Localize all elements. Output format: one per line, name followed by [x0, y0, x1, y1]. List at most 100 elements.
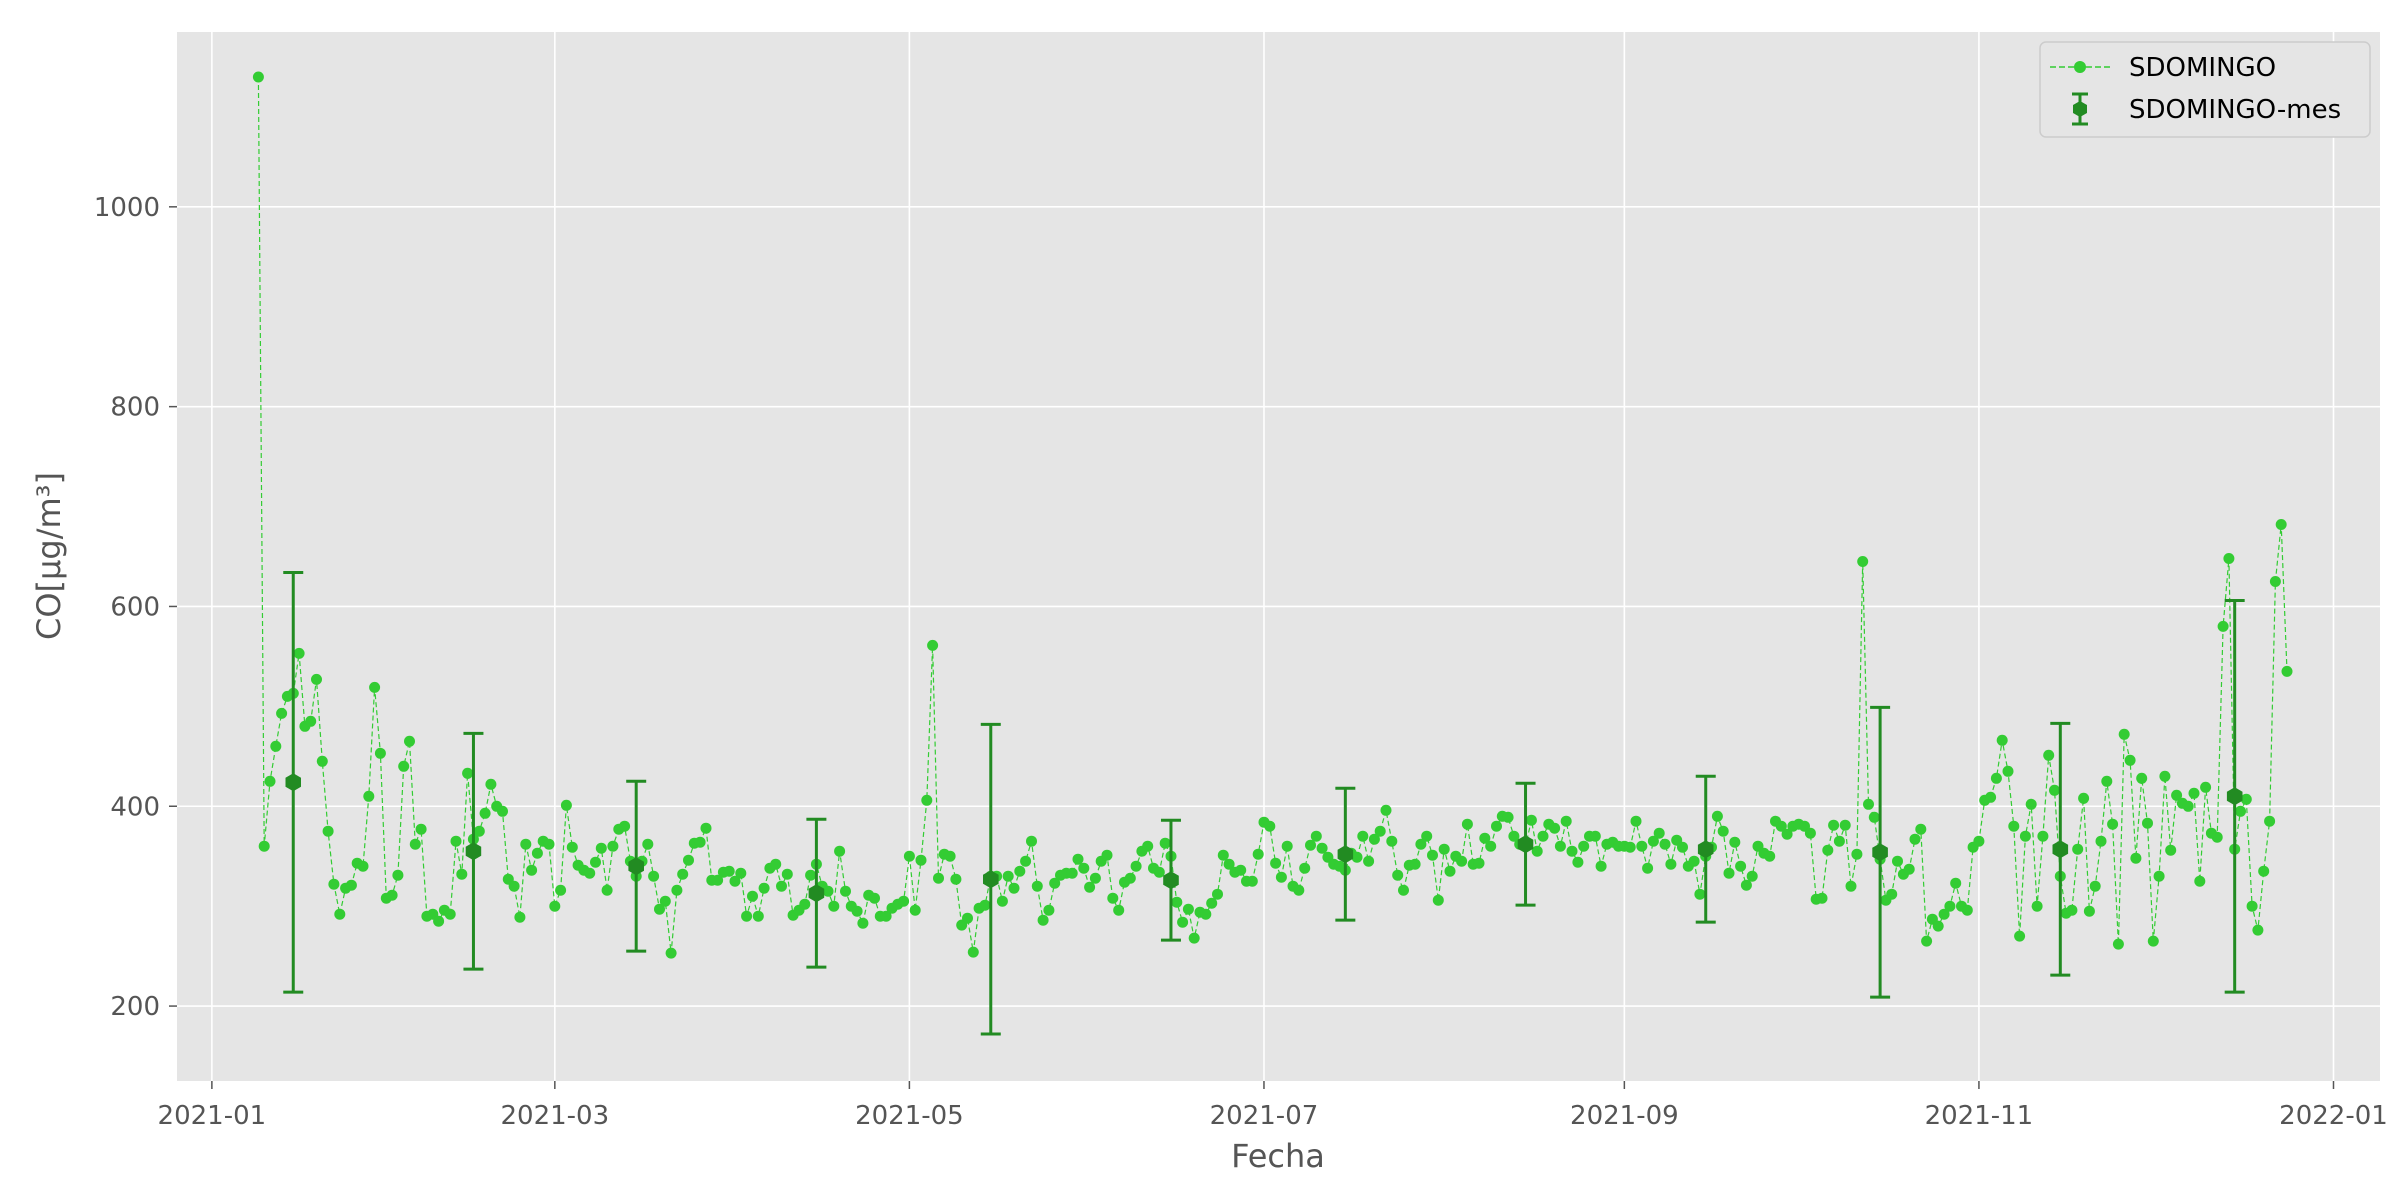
daily-point [1909, 833, 1921, 845]
daily-point [1572, 856, 1584, 868]
monthly-series [283, 570, 2245, 1036]
daily-point [1659, 838, 1671, 850]
daily-point [1014, 865, 1026, 877]
daily-point [1456, 855, 1468, 867]
daily-point [1723, 867, 1735, 879]
daily-point [601, 884, 613, 896]
daily-point [2136, 772, 2148, 784]
daily-point [1305, 839, 1316, 851]
daily-point [1950, 877, 1962, 889]
daily-point [357, 860, 369, 872]
daily-point [1578, 840, 1590, 852]
daily-point [1444, 865, 1456, 877]
daily-point [1398, 884, 1409, 896]
daily-point [700, 822, 712, 834]
daily-point [619, 820, 631, 832]
daily-point [1863, 798, 1874, 810]
daily-point [927, 639, 939, 651]
x-tick-label: 2021-03 [501, 1101, 610, 1131]
daily-point [1066, 867, 1078, 879]
y-tick-label: 400 [110, 792, 160, 822]
daily-point [1729, 836, 1741, 848]
daily-point [1595, 860, 1607, 872]
daily-point [2002, 765, 2014, 777]
daily-point [2281, 665, 2293, 677]
daily-point [508, 880, 520, 892]
daily-point [1938, 908, 1950, 920]
daily-point [1264, 820, 1276, 832]
daily-point [566, 841, 578, 853]
daily-point [1781, 828, 1793, 840]
daily-point [1206, 897, 1218, 909]
daily-point [1037, 914, 1049, 926]
daily-point [462, 767, 474, 779]
daily-point [2171, 789, 2183, 801]
daily-point [433, 915, 445, 927]
daily-point [665, 947, 677, 959]
daily-point [1438, 843, 1450, 855]
daily-point [607, 840, 619, 852]
daily-point [944, 850, 956, 862]
daily-point [316, 755, 328, 767]
daily-point [2072, 843, 2084, 855]
daily-point [1502, 811, 1514, 823]
daily-point [1177, 916, 1189, 928]
daily-point [1973, 835, 1985, 847]
daily-point [828, 900, 840, 912]
x-tick-label: 2021-05 [855, 1101, 964, 1131]
daily-point [1386, 835, 1398, 847]
daily-point [2014, 930, 2026, 942]
x-tick-label: 2021-01 [158, 1101, 267, 1131]
daily-point [2095, 835, 2107, 847]
daily-point [1717, 825, 1729, 837]
daily-point [723, 865, 735, 877]
daily-point [1560, 815, 1572, 827]
daily-point [514, 911, 526, 923]
daily-point [1711, 810, 1723, 822]
daily-point [264, 775, 276, 787]
monthly-point [1697, 840, 1714, 859]
daily-point [1107, 892, 1119, 904]
daily-point [2200, 781, 2212, 793]
daily-point [1020, 855, 1032, 867]
daily-point [2031, 900, 2043, 912]
legend: SDOMINGO SDOMINGO-mes [2039, 41, 2371, 138]
daily-point [950, 873, 962, 885]
daily-point [1293, 884, 1305, 896]
daily-point [1415, 838, 1427, 850]
daily-point [1554, 840, 1566, 852]
daily-point [1084, 881, 1096, 893]
daily-point [555, 884, 567, 896]
monthly-point [628, 857, 644, 876]
daily-point [1043, 904, 1055, 916]
daily-point [1932, 920, 1944, 932]
daily-point [1368, 833, 1380, 845]
daily-point [1089, 872, 1101, 884]
daily-point [1990, 772, 2002, 784]
daily-point [2246, 900, 2258, 912]
daily-point [648, 870, 660, 882]
y-axis-label: CO[μg/m³] [30, 472, 68, 640]
daily-point [520, 838, 532, 850]
daily-point [2153, 870, 2165, 882]
daily-point [1299, 862, 1311, 874]
daily-point [2252, 924, 2264, 936]
daily-point [735, 867, 747, 879]
daily-point [915, 854, 927, 866]
plot-background [177, 32, 2380, 1081]
legend-marker-daily [2074, 61, 2086, 73]
daily-point [485, 778, 497, 790]
daily-point [1531, 845, 1543, 857]
daily-point [1694, 888, 1706, 900]
x-axis-ticks: 2021-01 2021-03 2021-05 2021-07 2021-09 2021-… [158, 1081, 2388, 1131]
daily-point [1851, 848, 1863, 860]
daily-point [677, 868, 689, 880]
daily-point [1491, 820, 1502, 832]
daily-point [2211, 831, 2223, 843]
y-tick-label: 600 [110, 592, 160, 622]
daily-point [770, 858, 782, 870]
daily-point [2258, 865, 2270, 877]
daily-point [2025, 798, 2037, 810]
daily-point [1549, 822, 1561, 834]
daily-point [526, 864, 538, 876]
